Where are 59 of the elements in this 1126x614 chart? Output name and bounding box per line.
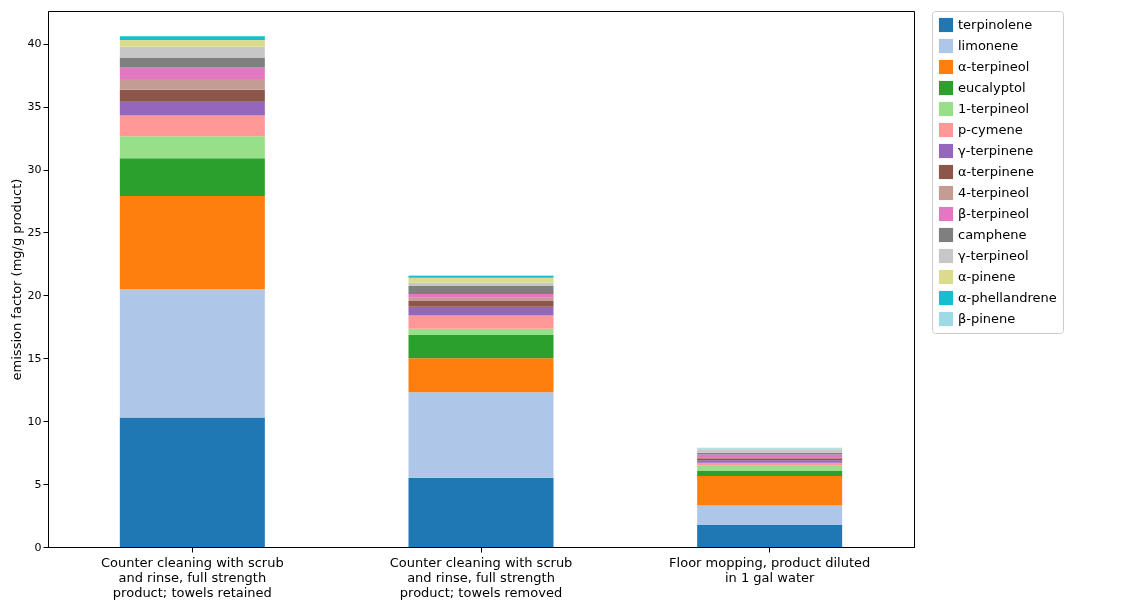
bar xyxy=(408,334,554,359)
bar xyxy=(697,524,843,547)
bar xyxy=(697,505,843,525)
bar xyxy=(119,115,265,137)
bar xyxy=(119,136,265,159)
bar xyxy=(119,78,265,90)
bar xyxy=(408,277,554,283)
y-tick-label: 15 xyxy=(27,351,42,365)
bar xyxy=(119,46,265,58)
bar xyxy=(119,158,265,196)
legend-label: α-terpinene xyxy=(958,164,1035,179)
legend-label: camphene xyxy=(958,227,1027,242)
y-tick-label: 10 xyxy=(27,414,42,428)
bar xyxy=(408,328,554,335)
bar xyxy=(119,417,265,547)
bar xyxy=(119,36,265,40)
y-tick-label: 0 xyxy=(34,540,42,554)
y-tick-label: 25 xyxy=(27,225,42,239)
bar xyxy=(119,100,265,116)
legend-label: limonene xyxy=(958,38,1019,53)
x-tick-label: Counter cleaning with scrub and rinse, full strength product; towels retained xyxy=(100,554,284,600)
y-tick-label: 30 xyxy=(27,163,42,177)
y-tick-label: 35 xyxy=(27,100,42,114)
x-tick-label: Counter cleaning with scrub and rinse, full strength product; towels removed xyxy=(389,554,573,600)
bar xyxy=(408,477,554,547)
bar xyxy=(697,470,843,476)
x-tick-label: Floor mopping, product diluted in 1 gal water xyxy=(669,554,871,585)
bar xyxy=(408,306,554,316)
bar xyxy=(408,392,554,478)
legend-label: β-terpineol xyxy=(958,206,1030,221)
legend-label: β-pinene xyxy=(958,311,1016,326)
y-tick-label: 40 xyxy=(27,37,42,51)
y-axis-title: emission factor (mg/g product) xyxy=(8,178,24,381)
legend-label: α-terpineol xyxy=(958,59,1030,74)
bar xyxy=(408,282,554,286)
bar xyxy=(408,285,554,295)
bar xyxy=(119,57,265,68)
legend-label: α-phellandrene xyxy=(958,290,1057,305)
legend-label: 1-terpineol xyxy=(958,101,1030,116)
legend-label: γ-terpinene xyxy=(958,143,1034,158)
bar xyxy=(408,358,554,393)
bar xyxy=(119,195,265,290)
y-tick-label: 5 xyxy=(34,477,42,491)
bar xyxy=(119,289,265,418)
bar xyxy=(119,39,265,47)
legend-label: eucalyptol xyxy=(958,80,1026,95)
legend-label: α-pinene xyxy=(958,269,1016,284)
bar xyxy=(697,465,843,471)
legend-label: γ-terpineol xyxy=(958,248,1029,263)
legend-label: 4-terpineol xyxy=(958,185,1030,200)
bar xyxy=(119,67,265,79)
legend-label: terpinolene xyxy=(958,17,1033,32)
bar xyxy=(408,301,554,307)
y-tick-label: 20 xyxy=(27,288,42,302)
bar xyxy=(697,475,843,506)
bar xyxy=(119,89,265,101)
bar xyxy=(408,315,554,329)
legend-label: p-cymene xyxy=(958,122,1023,137)
bar xyxy=(408,297,554,302)
